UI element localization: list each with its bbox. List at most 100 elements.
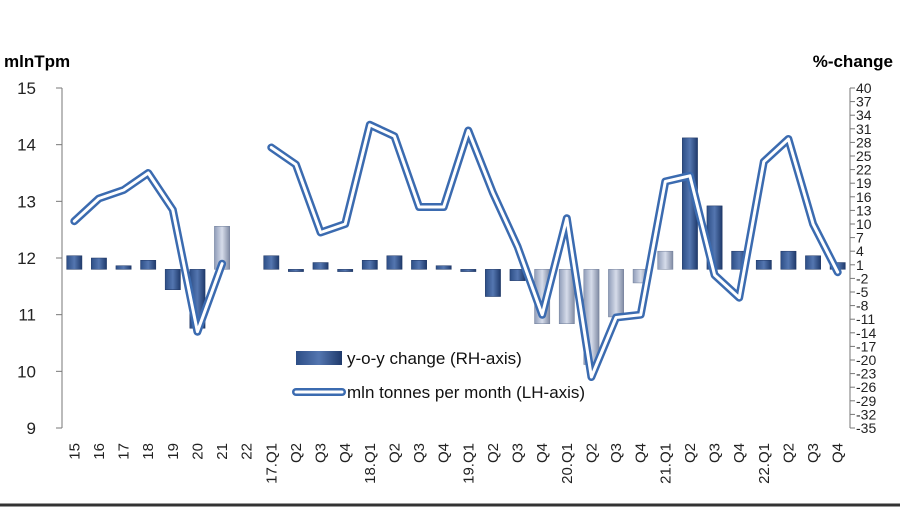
x-tick-label: Q2	[386, 443, 403, 463]
bar	[263, 255, 280, 270]
right-ticks: 4037343128252219161310741-2-5-8-11-14-17…	[850, 80, 876, 436]
line-inner	[72, 171, 224, 334]
left-tick-label: 15	[17, 79, 36, 98]
right-tick-label: 13	[856, 202, 872, 218]
bar	[386, 255, 403, 270]
bar	[164, 269, 181, 290]
left-ticks: 15 14 13 12 11 10 9	[17, 79, 62, 438]
bar	[755, 260, 772, 270]
left-tick-label: 10	[17, 362, 36, 381]
right-axis-title: %-change	[813, 52, 893, 71]
right-tick-label: -20	[856, 352, 876, 368]
right-tick-label: -35	[856, 420, 876, 436]
x-tick-label: Q4	[633, 443, 650, 463]
bar	[805, 255, 821, 270]
right-tick-label: -23	[856, 366, 876, 382]
legend-line-label: mln tonnes per month (LH-axis)	[347, 383, 585, 402]
bar	[411, 260, 427, 270]
right-tick-label: -5	[856, 284, 869, 300]
x-tick-label: Q2	[682, 443, 699, 463]
right-tick-label: -2	[856, 270, 869, 286]
left-tick-label: 14	[17, 136, 36, 155]
bar	[337, 269, 354, 272]
x-tick-label: 16	[91, 443, 108, 460]
line-inner	[269, 123, 840, 379]
bar	[115, 265, 132, 270]
x-tick-label: 20	[189, 443, 206, 460]
line-series	[70, 120, 842, 381]
right-tick-label: -29	[856, 393, 876, 409]
x-tick-label: 20.Q1	[559, 443, 576, 484]
x-tick-label: Q3	[805, 443, 822, 463]
bar	[312, 262, 329, 270]
right-tick-label: 22	[856, 162, 872, 178]
right-tick-label: 7	[856, 230, 864, 246]
right-tick-label: 40	[856, 80, 872, 96]
right-tick-label: 16	[856, 189, 872, 205]
x-tick-label: Q2	[780, 443, 797, 463]
x-tick-label: 18	[140, 443, 157, 460]
x-tick-label: 19.Q1	[460, 443, 477, 484]
legend-bar-swatch	[296, 351, 342, 365]
legend: y-o-y change (RH-axis) mln tonnes per mo…	[292, 349, 585, 402]
right-tick-label: 28	[856, 134, 872, 150]
x-tick-label: Q2	[288, 443, 305, 463]
x-tick-label: 18.Q1	[362, 443, 379, 484]
x-tick-label: Q3	[313, 443, 330, 463]
right-tick-label: 31	[856, 121, 872, 137]
right-tick-label: -8	[856, 298, 869, 314]
x-ticks: 15 16 17 18 19 20 21 22 17.Q1 Q2 Q3 Q4 18.Q1 Q2 Q3 Q4 19…	[66, 443, 846, 484]
bar	[485, 269, 501, 297]
right-tick-label: 34	[856, 107, 872, 123]
left-tick-label: 11	[18, 306, 36, 325]
x-tick-label: 15	[66, 443, 83, 460]
x-tick-label: Q4	[830, 443, 847, 463]
right-tick-label: -26	[856, 379, 876, 395]
x-tick-label: 22.Q1	[756, 443, 773, 484]
x-tick-label: 17.Q1	[263, 443, 280, 484]
right-tick-label: -17	[856, 338, 876, 354]
right-tick-label: 25	[856, 148, 872, 164]
x-tick-label: Q3	[608, 443, 625, 463]
right-tick-label: 1	[856, 257, 864, 273]
x-tick-label: 21	[214, 443, 231, 460]
bar	[558, 269, 575, 324]
bar	[460, 269, 477, 272]
legend-bar-label: y-o-y change (RH-axis)	[347, 349, 522, 368]
x-tick-label: Q3	[510, 443, 527, 463]
left-tick-label: 12	[17, 249, 36, 268]
left-axis-title: mlnTpm	[4, 52, 70, 71]
right-tick-label: -11	[856, 311, 875, 327]
x-tick-label: Q2	[583, 443, 600, 463]
bar	[140, 260, 157, 270]
bar	[288, 269, 304, 272]
bar	[66, 255, 83, 270]
x-tick-label: 19	[165, 443, 182, 460]
bar	[780, 250, 797, 270]
right-tick-label: -32	[856, 406, 876, 422]
right-tick-label: -14	[856, 325, 876, 341]
bar	[91, 257, 107, 270]
x-tick-label: Q4	[337, 443, 354, 463]
left-tick-label: 9	[27, 419, 36, 438]
x-tick-label: Q4	[534, 443, 551, 463]
bar	[657, 250, 674, 270]
x-tick-label: Q4	[436, 443, 453, 463]
right-tick-label: 4	[856, 243, 864, 259]
x-tick-label: Q4	[731, 443, 748, 463]
x-tick-label: 22	[239, 443, 256, 460]
right-tick-label: 37	[856, 94, 872, 110]
bar	[435, 265, 452, 270]
line-outer	[267, 120, 842, 381]
x-tick-label: Q3	[707, 443, 724, 463]
right-tick-label: 10	[856, 216, 872, 232]
x-tick-label: Q2	[485, 443, 502, 463]
bar	[608, 269, 624, 318]
x-tick-label: 17	[116, 443, 133, 460]
x-tick-label: 21.Q1	[657, 443, 674, 484]
left-tick-label: 13	[17, 192, 36, 211]
right-tick-label: 19	[856, 175, 872, 191]
bar	[361, 260, 378, 270]
x-tick-label: Q3	[411, 443, 428, 463]
